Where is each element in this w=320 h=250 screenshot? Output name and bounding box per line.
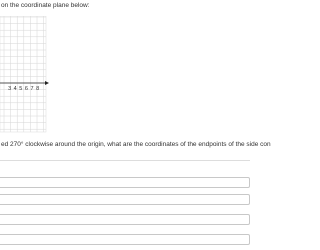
question-text: ed 270° clockwise around the origin, wha… [1,141,271,148]
answer-input[interactable] [0,177,250,188]
x-tick-label: 5 [19,86,22,92]
separator [0,160,250,161]
x-axis-arrow [45,81,49,85]
graph-frame [0,16,47,133]
x-tick-label: 3 [8,86,11,92]
x-tick-label: 7 [30,86,33,92]
x-tick-label: 4 [14,86,17,92]
answer-input[interactable] [0,234,250,245]
header-text: on the coordinate plane below: [1,2,90,9]
x-tick-label: 6 [25,86,28,92]
answer-input[interactable] [0,214,250,225]
answer-input[interactable] [0,194,250,205]
x-tick-label: 8 [36,86,39,92]
